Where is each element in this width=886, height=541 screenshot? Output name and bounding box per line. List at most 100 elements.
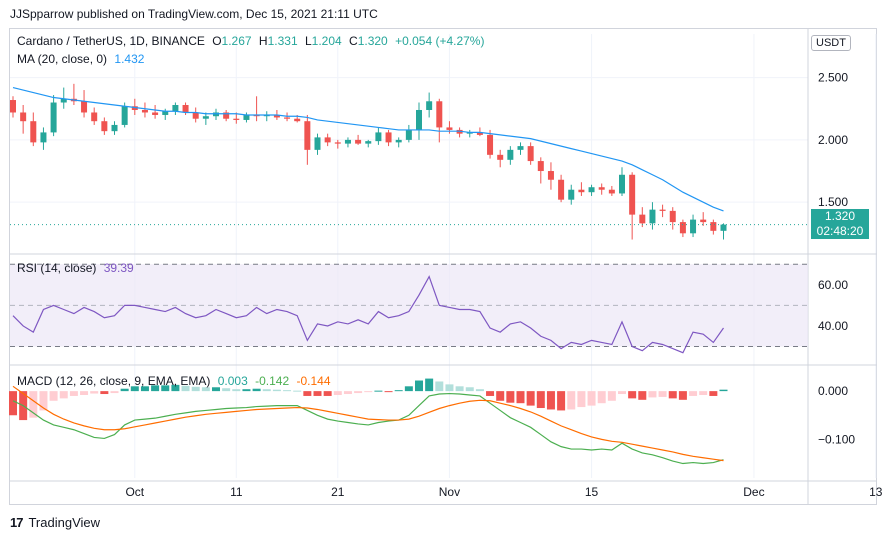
x-tick-label: Dec (743, 485, 764, 499)
candle-body (304, 121, 311, 150)
countdown-tag: 02:48:20 (811, 224, 869, 239)
rsi-line (12, 275, 724, 354)
candle-body (60, 98, 67, 103)
candle-body (131, 106, 138, 110)
candle-body (619, 174, 625, 194)
macd-histogram-bar (404, 386, 413, 392)
quote-currency-button[interactable]: USDT (811, 35, 851, 51)
macd-histogram-bar (333, 391, 342, 395)
candle-body (690, 219, 697, 234)
candle-body (466, 132, 473, 134)
candle-body (50, 102, 57, 133)
candle-body (30, 121, 37, 143)
macd-histogram-bar (486, 391, 495, 396)
last-price-tag: 1.320 (811, 209, 869, 224)
macd-line-value: -0.142 (255, 374, 290, 388)
macd-histogram-bar (303, 391, 312, 396)
macd-label[interactable]: MACD (12, 26, close, 9, EMA, EMA) (17, 374, 211, 388)
candle-body (233, 118, 240, 120)
candle-body (172, 105, 179, 112)
candle-body (223, 112, 230, 119)
macd-histogram-bar (313, 391, 322, 396)
macd-histogram-bar (607, 391, 616, 401)
candle-body (385, 132, 392, 143)
candle-body (507, 149, 514, 160)
x-tick-label: 15 (585, 485, 599, 499)
candle-body (679, 222, 686, 234)
open-value: 1.267 (221, 34, 252, 48)
candle-body (487, 134, 494, 155)
price-legend: Cardano / TetherUS, 1D, BINANCE O1.267 H… (17, 34, 488, 48)
macd-histogram-bar (719, 389, 728, 392)
macd-histogram-bar (354, 391, 363, 394)
x-tick-label: Nov (439, 485, 460, 499)
macd-histogram-bar (557, 391, 566, 411)
candle-body (152, 112, 159, 115)
x-tick-label: 11 (230, 485, 243, 499)
high-label: H (258, 34, 268, 48)
candle-body (558, 179, 565, 200)
candle-body (669, 210, 676, 223)
candle-body (659, 209, 666, 211)
macd-histogram-bar (587, 391, 596, 406)
low-value: 1.204 (311, 34, 342, 48)
candle-body (263, 114, 270, 117)
tradingview-logo-icon[interactable]: 17 (10, 515, 24, 530)
signal-line (12, 385, 724, 462)
macd-histogram-bar (435, 381, 444, 392)
macd-histogram-bar (120, 388, 129, 392)
candle-body (405, 129, 412, 140)
candle-body (121, 106, 128, 125)
ma-label[interactable]: MA (20, close, 0) (17, 52, 108, 66)
publisher-header: JJSpparrow published on TradingView.com,… (10, 7, 378, 21)
candle-body (101, 121, 108, 132)
macd-histogram-bar (658, 391, 667, 397)
macd-histogram-bar (394, 390, 403, 392)
macd-histogram-bar (9, 391, 17, 416)
candle-body (344, 139, 351, 144)
macd-tick-label: −0.100 (818, 432, 855, 446)
ma-legend: MA (20, close, 0) 1.432 (17, 52, 148, 66)
candle-body (720, 224, 727, 231)
macd-histogram-bar (130, 386, 139, 392)
candle-body (141, 109, 148, 113)
rsi-label[interactable]: RSI (14, close) (17, 261, 97, 275)
rsi-legend: RSI (14, close) 39.39 (17, 261, 138, 275)
macd-histogram-bar (709, 391, 718, 396)
macd-histogram-bar (699, 391, 708, 395)
macd-histogram-bar (80, 391, 89, 395)
ma-line (12, 86, 724, 212)
candle-body (192, 112, 199, 119)
footer-brand[interactable]: TradingView (28, 515, 101, 530)
candle-body (91, 112, 98, 122)
candle-body (527, 146, 534, 162)
open-label: O (212, 34, 222, 48)
change-value: +0.054 (+4.27%) (395, 34, 485, 48)
close-value: 1.320 (357, 34, 388, 48)
macd-histogram-bar (323, 391, 332, 396)
macd-histogram-bar (516, 391, 525, 404)
candle-body (375, 132, 382, 142)
candle-body (497, 154, 504, 160)
macd-histogram-bar (618, 391, 626, 395)
macd-histogram-bar (252, 388, 261, 392)
symbol-title[interactable]: Cardano / TetherUS, 1D, BINANCE (17, 34, 205, 48)
macd-hist-value: 0.003 (217, 374, 248, 388)
candle-body (81, 101, 88, 113)
macd-line (12, 392, 724, 465)
macd-histogram-bar (100, 391, 109, 395)
candle-body (294, 118, 301, 122)
publisher-text: JJSpparrow published on TradingView.com,… (10, 7, 378, 21)
macd-histogram-bar (181, 385, 190, 392)
candle-body (476, 132, 483, 135)
candle-body (578, 189, 585, 193)
macd-legend: MACD (12, 26, close, 9, EMA, EMA) 0.003 … (17, 374, 335, 388)
macd-signal-value: -0.144 (296, 374, 331, 388)
rsi-tick-label: 60.00 (818, 278, 848, 292)
chart-frame (9, 28, 877, 505)
candle-body (273, 114, 280, 118)
macd-histogram-bar (638, 391, 647, 400)
candle-body (111, 124, 118, 132)
candle-body (324, 137, 331, 143)
